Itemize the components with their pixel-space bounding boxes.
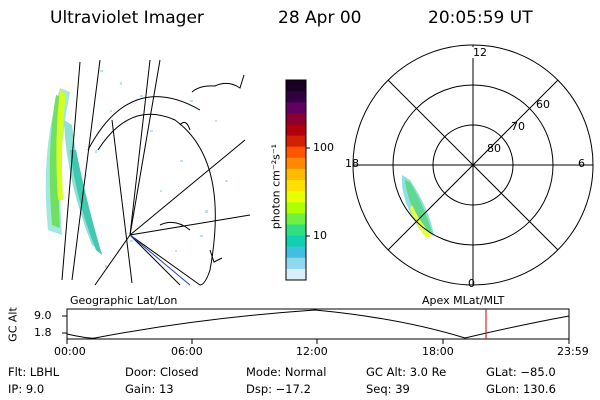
- polar-plot: [352, 44, 594, 286]
- colorbar-frame: [285, 79, 307, 281]
- altitude-ylabel: GC Alt: [6, 307, 20, 342]
- info-ip: IP: 9.0: [8, 382, 45, 396]
- colorbar-segment: [286, 113, 306, 125]
- mlt-label-12: 12: [473, 46, 487, 59]
- colorbar-unit-label: photon cm⁻²s⁻¹: [269, 143, 283, 230]
- info-glat: GLat: −85.0: [486, 365, 556, 379]
- mlt-label-6: 6: [578, 157, 585, 170]
- altitude-plot: [62, 308, 570, 344]
- info-door: Door: Closed: [125, 365, 199, 379]
- altitude-curve: [66, 309, 570, 339]
- info-gain: Gain: 13: [125, 382, 174, 396]
- colorbar-segment: [286, 157, 306, 170]
- colorbar-segment: [286, 246, 306, 259]
- time-label: 20:05:59 UT: [428, 8, 533, 28]
- colorbar-label-10: 10: [313, 229, 327, 242]
- altitude-ytick-label-1-8: 1.8: [34, 326, 52, 339]
- geographic-panel-label: Geographic Lat/Lon: [70, 294, 178, 307]
- colorbar-segment: [286, 91, 306, 103]
- apex-panel-label: Apex MLat/MLT: [422, 294, 505, 307]
- colorbar-segment: [286, 135, 306, 148]
- xtick-label-0000: 00:00: [54, 345, 86, 358]
- altitude-ytick-label-9: 9.0: [34, 309, 52, 322]
- colorbar-segment: [286, 224, 306, 237]
- lat-label-70: 70: [511, 120, 525, 133]
- colorbar-label-100: 100: [313, 141, 334, 154]
- info-dsp: Dsp: −17.2: [246, 382, 311, 396]
- date-label: 28 Apr 00: [278, 8, 362, 28]
- colorbar-segment: [286, 257, 306, 270]
- colorbar-segment: [286, 268, 306, 281]
- lat-label-60: 60: [536, 98, 550, 111]
- colorbar-segment: [286, 202, 306, 214]
- info-glon: GLon: 130.6: [486, 382, 556, 396]
- colorbar-segment: [286, 80, 306, 92]
- geographic-map: [45, 59, 251, 286]
- info-mode: Mode: Normal: [246, 365, 327, 379]
- instrument-title: Ultraviolet Imager: [50, 8, 204, 28]
- mlt-12-bg: [470, 47, 484, 58]
- noise-speckle: [95, 70, 228, 268]
- aurora-emission-right: [401, 175, 434, 238]
- colorbar-segment: [286, 191, 306, 203]
- colorbar-segment: [286, 235, 306, 248]
- info-seq: Seq: 39: [366, 382, 410, 396]
- colorbar-segment: [286, 168, 306, 181]
- mlt-label-0: 0: [468, 277, 475, 290]
- xtick-label-1200: 12:00: [296, 345, 328, 358]
- colorbar-segment: [286, 213, 306, 225]
- orbit-track: [129, 234, 191, 286]
- info-gc-alt: GC Alt: 3.0 Re: [366, 365, 447, 379]
- colorbar-segment: [286, 102, 306, 114]
- info-filter: Flt: LBHL: [8, 365, 60, 379]
- xtick-label-1800: 18:00: [422, 345, 454, 358]
- colorbar-segment: [286, 146, 306, 159]
- lat-label-80: 80: [487, 142, 501, 155]
- mlt-label-18: 18: [345, 157, 359, 170]
- colorbar: [286, 80, 306, 281]
- xtick-label-2359: 23:59: [557, 345, 589, 358]
- xtick-label-0600: 06:00: [171, 345, 203, 358]
- colorbar-segment: [286, 180, 306, 192]
- colorbar-segment: [286, 124, 306, 137]
- altitude-plot-frame: [66, 308, 570, 340]
